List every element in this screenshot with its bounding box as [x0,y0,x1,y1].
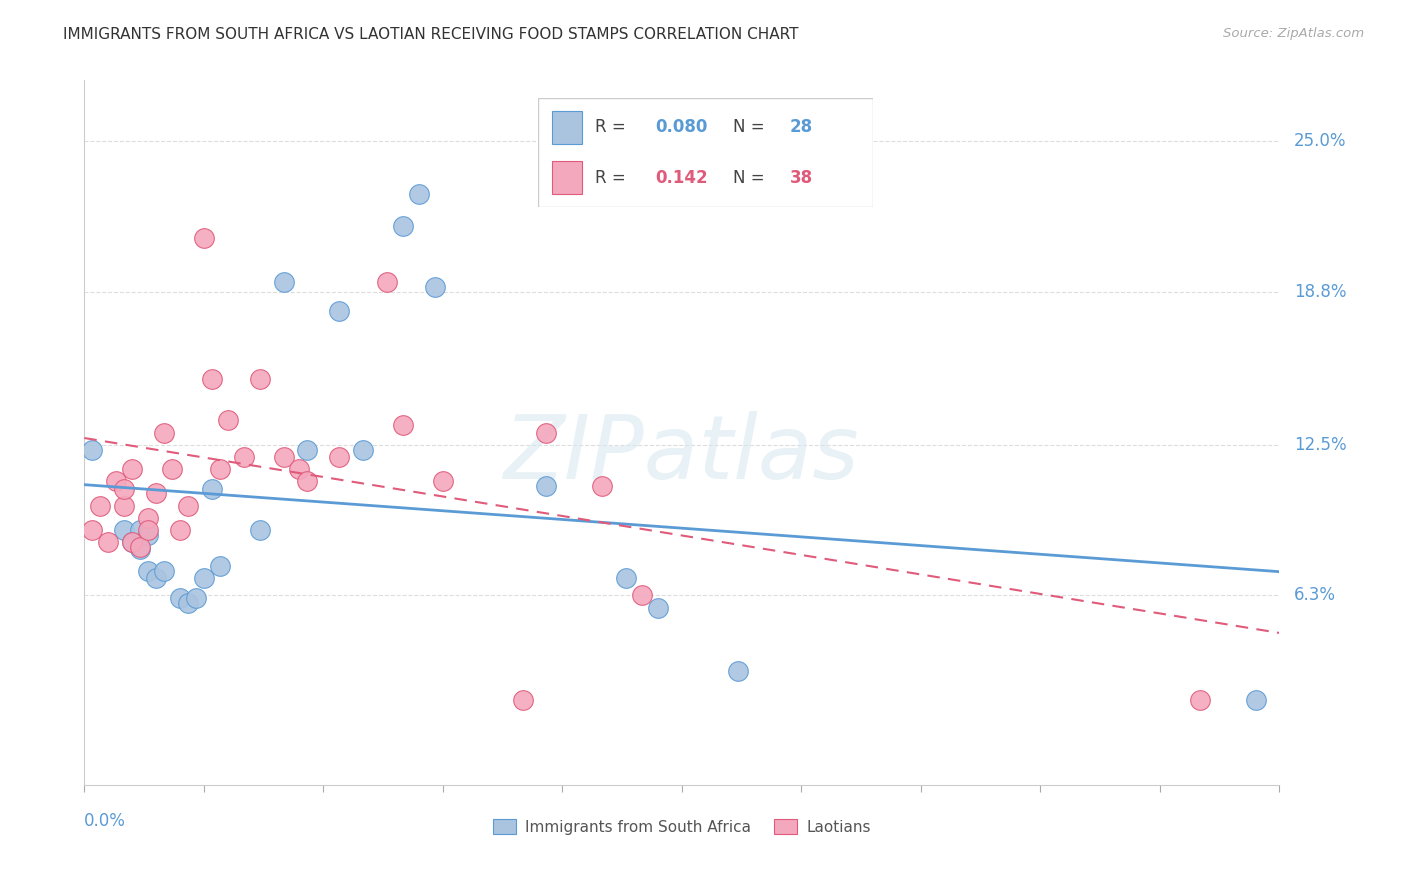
Point [614,571,637,585]
Point [273,275,295,289]
Point [647,600,669,615]
Text: Source: ZipAtlas.com: Source: ZipAtlas.com [1223,27,1364,40]
Legend: Immigrants from South Africa, Laotians: Immigrants from South Africa, Laotians [486,813,877,841]
Point [136,527,159,541]
Point [1244,693,1267,707]
Point [432,474,454,488]
Point [273,450,295,464]
Point [208,462,231,476]
Point [153,564,176,578]
Point [145,571,167,585]
Text: 0.0%: 0.0% [84,812,127,830]
Point [352,442,374,457]
Point [97,535,120,549]
Point [232,450,254,464]
Point [201,482,224,496]
Point [249,523,271,537]
Point [112,482,135,496]
Point [129,523,152,537]
Point [169,523,191,537]
Point [169,591,191,605]
Point [392,219,415,233]
Point [82,523,104,537]
Point [121,462,143,476]
Point [153,425,176,440]
Point [121,535,143,549]
Point [375,275,398,289]
Point [184,591,207,605]
Point [208,559,231,574]
Point [160,462,183,476]
Point [328,450,350,464]
Text: 25.0%: 25.0% [1294,132,1347,150]
Point [217,413,239,427]
Point [129,542,152,557]
Point [536,425,558,440]
Point [408,187,430,202]
Point [297,442,319,457]
Point [631,589,654,603]
Point [591,479,613,493]
Point [288,462,311,476]
Point [536,479,558,493]
Point [177,596,200,610]
Point [201,372,224,386]
Point [89,499,111,513]
Point [112,499,135,513]
Text: IMMIGRANTS FROM SOUTH AFRICA VS LAOTIAN RECEIVING FOOD STAMPS CORRELATION CHART: IMMIGRANTS FROM SOUTH AFRICA VS LAOTIAN … [63,27,799,42]
Point [193,231,215,245]
Point [297,474,319,488]
Point [121,535,143,549]
Point [184,37,207,51]
Point [136,523,159,537]
Point [328,304,350,318]
Point [112,523,135,537]
Point [423,280,446,294]
Point [105,474,128,488]
Point [249,372,271,386]
Text: ZIPatlas: ZIPatlas [505,410,859,497]
Point [512,693,534,707]
Point [392,418,415,433]
Point [727,664,749,678]
Point [129,540,152,554]
Point [82,442,104,457]
Point [145,486,167,500]
Point [177,499,200,513]
Point [1188,693,1211,707]
Point [136,564,159,578]
Text: 6.3%: 6.3% [1294,586,1336,605]
Point [136,510,159,524]
Point [193,571,215,585]
Text: 12.5%: 12.5% [1294,436,1347,454]
Text: 18.8%: 18.8% [1294,283,1347,301]
